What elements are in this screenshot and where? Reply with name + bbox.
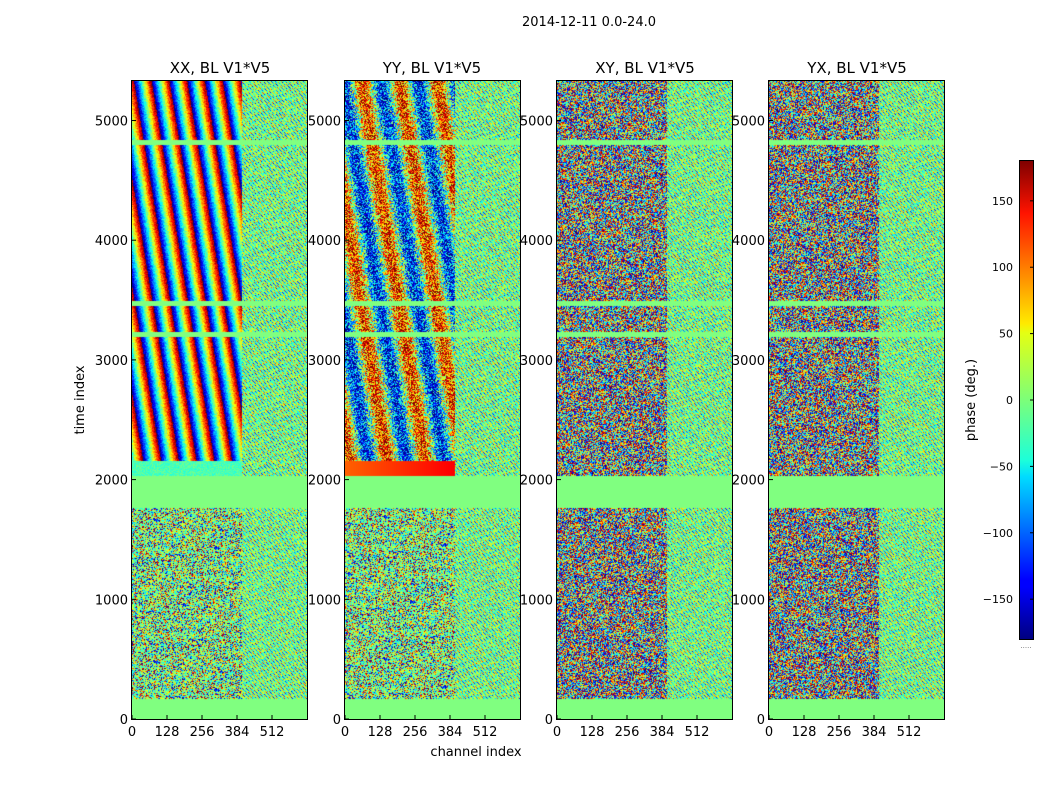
panel-title-xy: XY, BL V1*V5 <box>595 59 695 77</box>
panel-title-yy: YY, BL V1*V5 <box>382 59 481 77</box>
heatmap-image-xy <box>557 81 732 719</box>
x-tick-label: 128 <box>155 725 180 740</box>
plot-frame-yy <box>344 80 521 720</box>
y-tick-label: 0 <box>333 713 341 728</box>
x-tick-label: 512 <box>473 725 498 740</box>
x-tick-label: 0 <box>341 725 349 740</box>
x-tick-label: 256 <box>827 725 852 740</box>
y-tick-label: 4000 <box>95 234 128 249</box>
y-ticks-yy: 0 1000 2000 3000 4000 5000 <box>308 115 349 728</box>
colorbar: 150 100 50 0 −50 −100 −150 phase (deg.) ..... <box>964 160 1034 650</box>
colorbar-tick-label: 100 <box>992 261 1013 274</box>
plot-frame-xy <box>556 80 733 720</box>
y-tick-label: 3000 <box>95 354 128 369</box>
x-tick-label: 0 <box>128 725 136 740</box>
x-tick-label: 512 <box>685 725 710 740</box>
colorbar-tick-label: 150 <box>992 195 1013 208</box>
y-tick-label: 4000 <box>308 234 341 249</box>
panel-yx: YX, BL V1*V5 0 128 256 384 512 0 1000 2000 3000… <box>732 59 945 740</box>
colorbar-tick-label: 50 <box>999 328 1013 341</box>
x-ticks-yx: 0 128 256 384 512 <box>765 715 922 740</box>
colorbar-label: phase (deg.) <box>964 359 979 441</box>
heatmap-image-xx <box>132 81 307 719</box>
y-ticks-xy: 0 1000 2000 3000 4000 5000 <box>520 115 561 728</box>
colorbar-ticks: 150 100 50 0 −50 −100 −150 <box>983 195 1034 606</box>
x-ticks-xx: 0 128 256 384 512 <box>128 715 285 740</box>
y-tick-label: 2000 <box>520 474 553 489</box>
plot-frame-xx <box>131 80 308 720</box>
x-tick-label: 128 <box>792 725 817 740</box>
y-tick-label: 1000 <box>308 593 341 608</box>
y-tick-label: 3000 <box>732 354 765 369</box>
x-tick-label: 384 <box>650 725 675 740</box>
y-ticks-yx: 0 1000 2000 3000 4000 5000 <box>732 115 773 728</box>
y-tick-label: 5000 <box>95 115 128 130</box>
x-tick-label: 256 <box>403 725 428 740</box>
x-axis-label: channel index <box>430 745 521 760</box>
y-tick-label: 4000 <box>520 234 553 249</box>
y-tick-label: 4000 <box>732 234 765 249</box>
y-tick-label: 1000 <box>520 593 553 608</box>
heatmap-image-yx <box>769 81 944 719</box>
y-tick-label: 3000 <box>520 354 553 369</box>
colorbar-tick-label: −100 <box>983 527 1013 540</box>
heatmap-image-yy <box>345 81 520 719</box>
panel-xy: XY, BL V1*V5 0 128 256 384 512 0 1000 2000 3000… <box>520 59 733 740</box>
plot-frame-yx <box>768 80 945 720</box>
colorbar-tick-label: 0 <box>1006 394 1013 407</box>
y-tick-label: 5000 <box>520 115 553 130</box>
y-tick-label: 1000 <box>95 593 128 608</box>
x-tick-label: 512 <box>897 725 922 740</box>
figure-title: 2014-12-11 0.0-24.0 <box>522 15 656 30</box>
x-tick-label: 128 <box>580 725 605 740</box>
colorbar-tick-label: −150 <box>983 593 1013 606</box>
y-tick-label: 2000 <box>732 474 765 489</box>
panel-yy: YY, BL V1*V5 0 128 256 384 512 0 1000 2000 3000… <box>308 59 521 740</box>
x-tick-label: 128 <box>368 725 393 740</box>
x-ticks-xy: 0 128 256 384 512 <box>553 715 710 740</box>
colorbar-tick-label: −50 <box>990 460 1013 473</box>
y-tick-label: 5000 <box>732 115 765 130</box>
y-tick-label: 0 <box>545 713 553 728</box>
x-tick-label: 512 <box>260 725 285 740</box>
y-tick-label: 2000 <box>308 474 341 489</box>
panel-title-xx: XX, BL V1*V5 <box>170 59 271 77</box>
y-tick-label: 1000 <box>732 593 765 608</box>
colorbar-offset-dots: ..... <box>1020 642 1031 650</box>
x-tick-label: 384 <box>862 725 887 740</box>
y-axis-label: time index <box>73 365 88 434</box>
panel-title-yx: YX, BL V1*V5 <box>806 59 907 77</box>
y-tick-label: 2000 <box>95 474 128 489</box>
y-ticks-xx: 0 1000 2000 3000 4000 5000 <box>95 115 136 728</box>
y-tick-label: 5000 <box>308 115 341 130</box>
y-tick-label: 0 <box>120 713 128 728</box>
x-tick-label: 0 <box>553 725 561 740</box>
x-tick-label: 384 <box>438 725 463 740</box>
x-tick-label: 0 <box>765 725 773 740</box>
panel-xx: XX, BL V1*V5 0 128 256 384 512 0 1000 2000 3000… <box>95 59 308 740</box>
x-tick-label: 384 <box>225 725 250 740</box>
y-tick-label: 0 <box>757 713 765 728</box>
y-tick-label: 3000 <box>308 354 341 369</box>
x-tick-label: 256 <box>615 725 640 740</box>
x-tick-label: 256 <box>190 725 215 740</box>
x-ticks-yy: 0 128 256 384 512 <box>341 715 498 740</box>
